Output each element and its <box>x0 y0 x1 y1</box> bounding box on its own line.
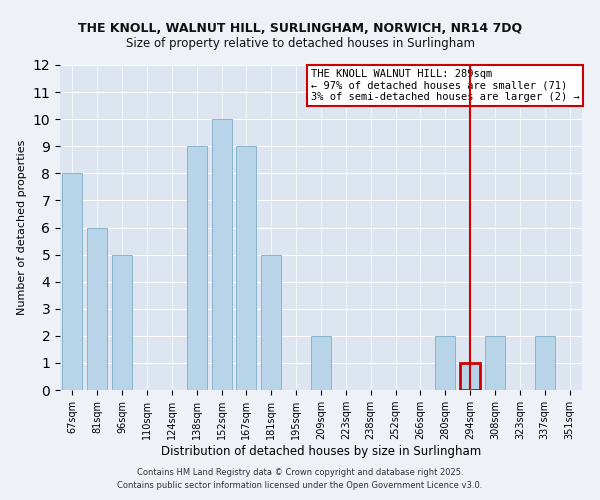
Bar <box>535 336 554 390</box>
Bar <box>187 146 206 390</box>
Bar <box>212 119 232 390</box>
Bar <box>112 254 132 390</box>
Bar <box>262 254 281 390</box>
Bar <box>236 146 256 390</box>
Bar <box>88 228 107 390</box>
Text: THE KNOLL, WALNUT HILL, SURLINGHAM, NORWICH, NR14 7DQ: THE KNOLL, WALNUT HILL, SURLINGHAM, NORW… <box>78 22 522 36</box>
Bar <box>311 336 331 390</box>
Bar <box>436 336 455 390</box>
Text: Contains HM Land Registry data © Crown copyright and database right 2025.
Contai: Contains HM Land Registry data © Crown c… <box>118 468 482 489</box>
X-axis label: Distribution of detached houses by size in Surlingham: Distribution of detached houses by size … <box>161 445 481 458</box>
Y-axis label: Number of detached properties: Number of detached properties <box>17 140 27 315</box>
Bar <box>485 336 505 390</box>
Text: Size of property relative to detached houses in Surlingham: Size of property relative to detached ho… <box>125 38 475 51</box>
Bar <box>460 363 480 390</box>
Text: THE KNOLL WALNUT HILL: 289sqm
← 97% of detached houses are smaller (71)
3% of se: THE KNOLL WALNUT HILL: 289sqm ← 97% of d… <box>311 69 580 102</box>
Bar <box>62 174 82 390</box>
